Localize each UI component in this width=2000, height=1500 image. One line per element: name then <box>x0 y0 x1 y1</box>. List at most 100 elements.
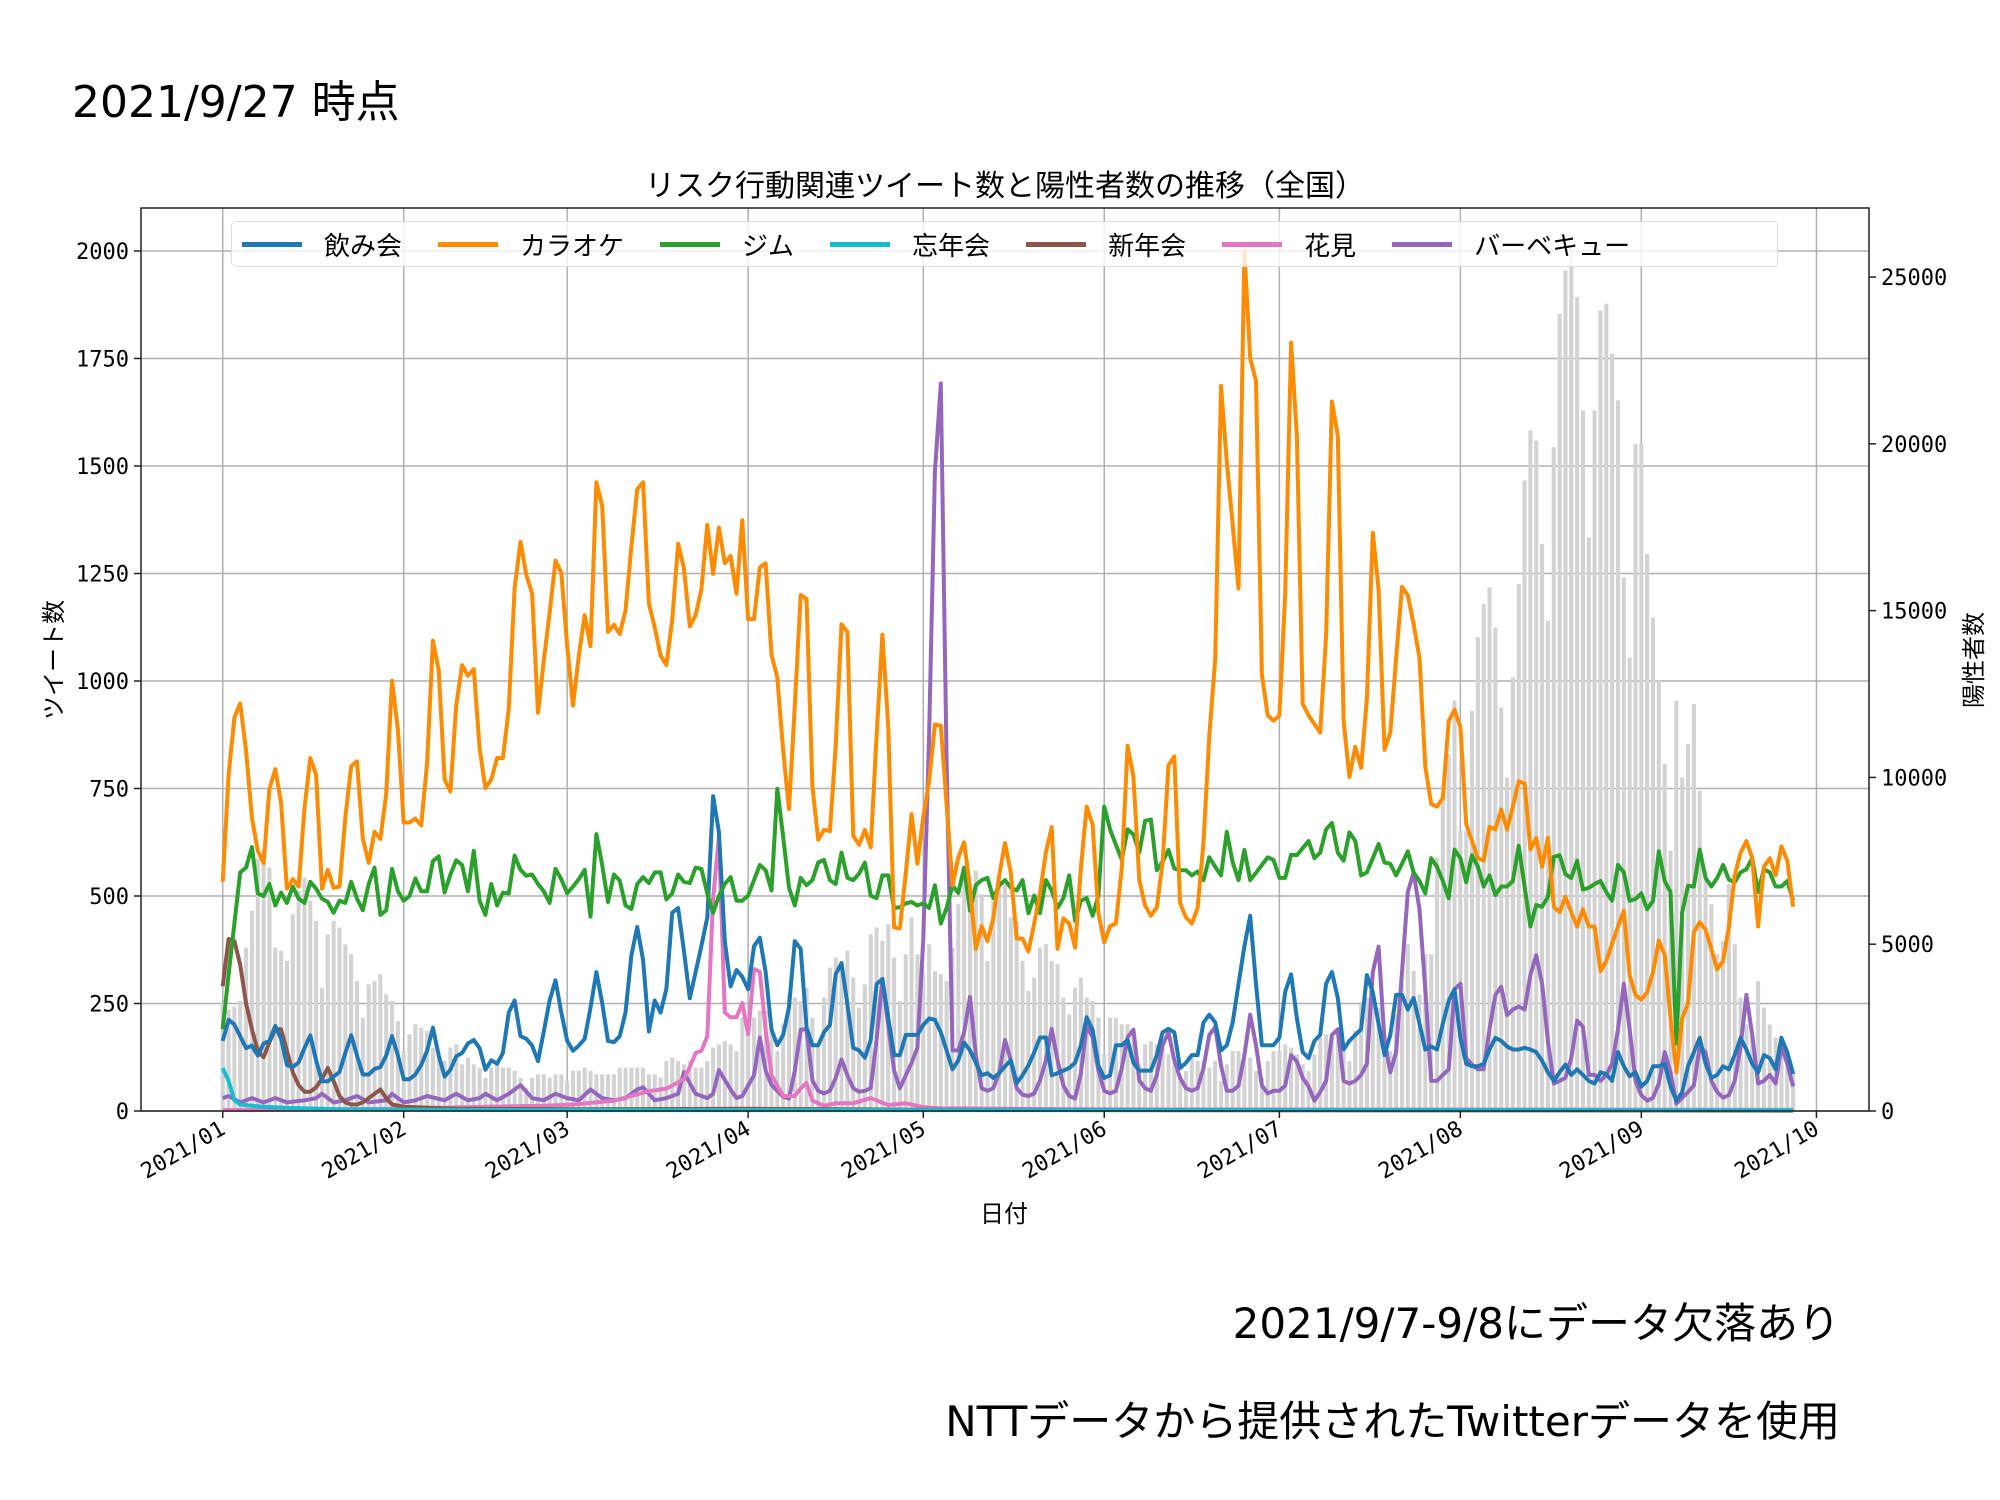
case-bar <box>728 1044 733 1111</box>
case-bar <box>430 1047 435 1111</box>
case-bar <box>1125 1024 1130 1111</box>
case-bar <box>979 894 984 1111</box>
case-bar <box>600 1074 605 1111</box>
legend-item-bonenkai: 忘年会 <box>830 226 990 263</box>
case-bar <box>1090 1000 1095 1111</box>
case-bar <box>1417 994 1422 1111</box>
case-bar <box>267 867 272 1111</box>
case-bar <box>693 1067 698 1111</box>
case-bar <box>1405 944 1410 1111</box>
case-bar <box>1172 1064 1177 1111</box>
case-bar <box>1703 870 1708 1111</box>
case-bar <box>518 1077 523 1111</box>
case-bar <box>1627 657 1632 1111</box>
case-bar <box>1253 1070 1259 1111</box>
case-bar <box>1230 1050 1235 1111</box>
case-bar <box>1259 1077 1264 1111</box>
case-bar <box>296 890 301 1111</box>
case-bar <box>1382 1034 1387 1111</box>
case-bar <box>985 960 990 1111</box>
case-bar <box>448 1047 453 1111</box>
case-bar <box>839 960 844 1111</box>
case-bar <box>559 1074 564 1111</box>
case-bar <box>1662 764 1667 1111</box>
case-bar <box>314 920 319 1111</box>
y2-tick-label: 0 <box>1881 1100 1894 1125</box>
case-bar <box>652 1074 657 1111</box>
case-bar <box>1580 410 1585 1112</box>
case-bar <box>1289 1047 1294 1111</box>
case-bar <box>962 877 967 1111</box>
legend-label: 忘年会 <box>912 231 991 262</box>
case-bar <box>1020 960 1025 1111</box>
case-bar <box>337 927 342 1111</box>
data-source-note: NTTデータから提供されたTwitterデータを使用 <box>945 1397 1840 1446</box>
case-bar <box>349 954 354 1111</box>
case-bar <box>711 1047 716 1111</box>
case-bar <box>1399 984 1405 1111</box>
case-bar <box>681 1064 686 1111</box>
case-bar <box>1218 1080 1224 1111</box>
case-bar <box>570 1070 576 1111</box>
legend-label: 花見 <box>1304 231 1357 262</box>
case-bar <box>1563 270 1568 1111</box>
case-bar <box>331 920 336 1111</box>
y-tick-label: 1000 <box>76 670 129 695</box>
case-bar <box>582 1067 587 1111</box>
case-bar <box>956 904 961 1111</box>
case-bar <box>1592 410 1597 1112</box>
series-line-hanami <box>222 834 1794 1113</box>
case-bar <box>1487 587 1492 1111</box>
case-bar <box>1499 707 1504 1111</box>
case-bar <box>1265 1060 1270 1111</box>
legend: 飲み会 カラオケ ジム 忘年会 新年会 花見 バーベキュー <box>231 221 1778 267</box>
case-bar <box>734 1050 739 1111</box>
case-bar <box>360 1017 365 1111</box>
legend-item-shinnenkai: 新年会 <box>1026 226 1186 263</box>
y-axis-label: ツイート数 <box>40 600 68 720</box>
case-bar <box>623 1067 628 1111</box>
case-bar <box>1067 1014 1072 1111</box>
case-bar <box>1318 1037 1323 1111</box>
case-bar <box>617 1067 622 1111</box>
tweet-lines <box>220 249 1796 1113</box>
case-bar <box>1446 754 1451 1111</box>
case-bar <box>1388 1050 1393 1111</box>
chart-title: リスク行動関連ツイート数と陽性者数の推移（全国） <box>645 169 1365 204</box>
case-bar <box>1423 954 1428 1111</box>
case-bar <box>1248 1057 1253 1111</box>
case-bar <box>699 1067 704 1111</box>
case-bar <box>664 1060 669 1111</box>
legend-label: 新年会 <box>1108 231 1187 262</box>
y2-tick-label: 15000 <box>1881 600 1947 625</box>
case-bar <box>465 1057 470 1111</box>
case-bar <box>1073 987 1078 1111</box>
case-bar <box>827 967 832 1111</box>
legend-swatch <box>660 241 721 247</box>
case-bar <box>1148 1040 1153 1111</box>
case-bar <box>781 1024 786 1111</box>
case-bar <box>1650 617 1656 1111</box>
plot-frame <box>140 207 1870 1112</box>
legend-swatch <box>438 241 499 247</box>
y-tick-label: 2000 <box>76 240 129 265</box>
case-bar <box>436 1057 441 1111</box>
y2-tick-label: 20000 <box>1881 433 1947 458</box>
legend-label: カラオケ <box>520 231 625 262</box>
case-bar <box>238 1000 243 1111</box>
case-bar <box>932 970 937 1111</box>
case-bar <box>1469 710 1475 1111</box>
case-bar <box>489 1067 494 1111</box>
case-bar <box>1604 303 1609 1112</box>
case-bar <box>1002 884 1008 1111</box>
series-line-bbq <box>222 381 1796 1106</box>
case-bar <box>1610 353 1615 1111</box>
legend-label: バーベキュー <box>1474 231 1631 262</box>
case-bar <box>284 960 289 1111</box>
case-bar <box>1639 443 1644 1111</box>
case-bar <box>629 1067 634 1111</box>
case-bar <box>1143 1044 1148 1111</box>
case-bar <box>1213 1060 1218 1111</box>
case-bar <box>1440 794 1445 1111</box>
case-bar <box>786 994 792 1111</box>
